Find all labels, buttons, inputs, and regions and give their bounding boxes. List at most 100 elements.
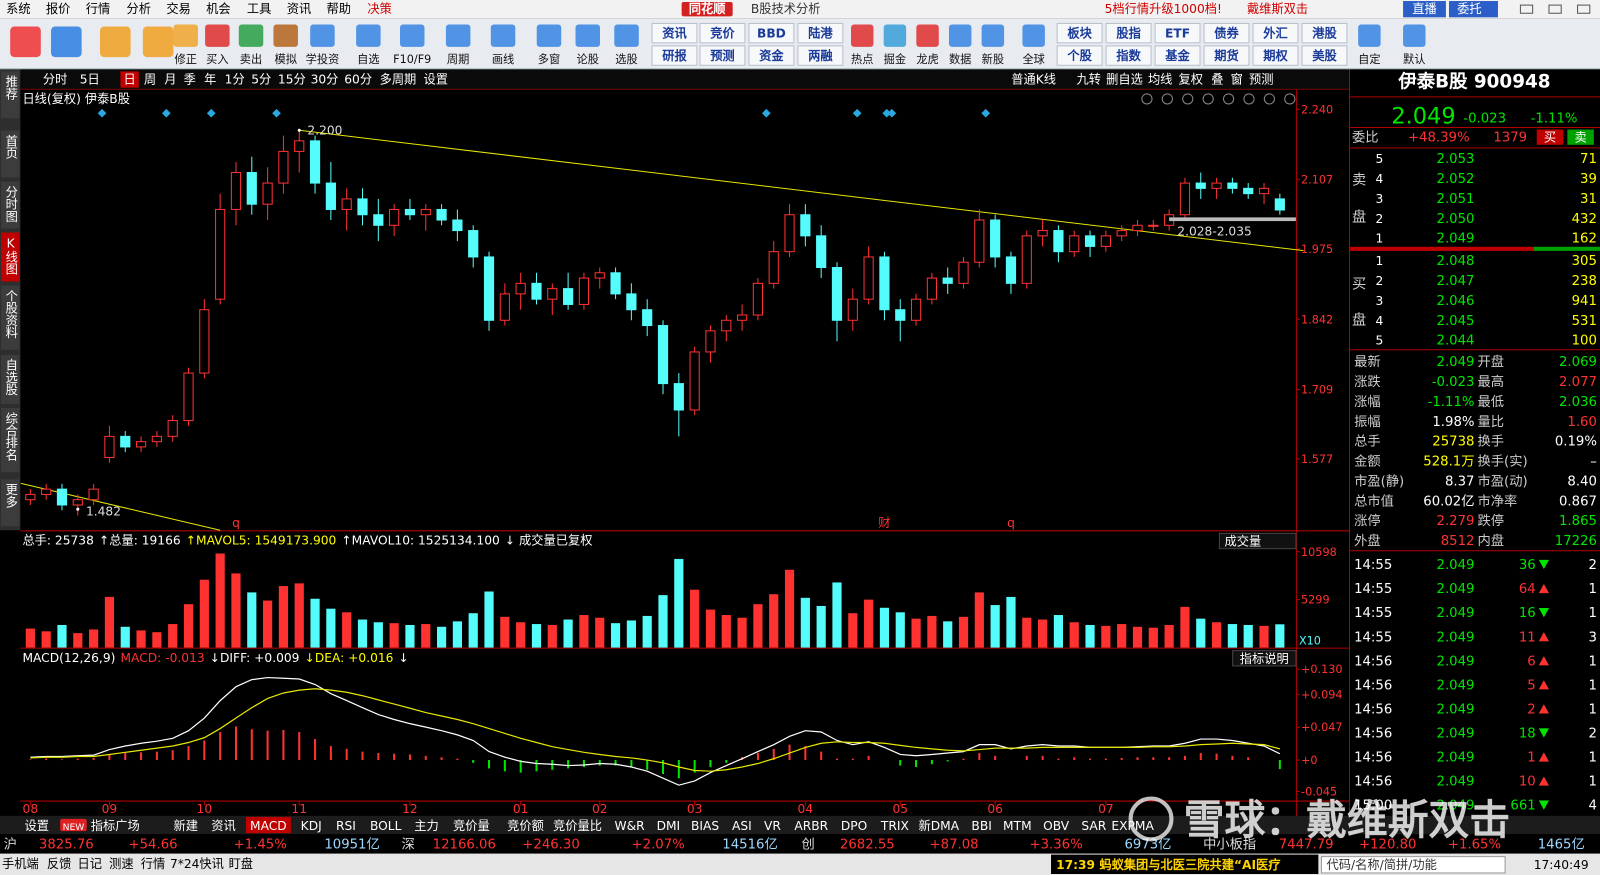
trade-button[interactable] (1448, 1, 1498, 18)
toolbar-button-bg[interactable] (1154, 22, 1201, 44)
indicator-tab[interactable]: MTM (1003, 819, 1032, 833)
toolbar-button[interactable]: 陆港 (808, 26, 833, 41)
toolbar-icon[interactable] (1403, 24, 1426, 47)
toolbar-button-bg[interactable] (1203, 22, 1250, 44)
toolbar-button-bg[interactable] (1105, 45, 1152, 66)
toolbar-button[interactable]: 龙虎 (916, 53, 938, 66)
indicator-tab[interactable]: 竞价量 (453, 819, 490, 833)
toolbar-icon[interactable] (173, 24, 198, 47)
menu-item[interactable]: 系统 (6, 2, 30, 16)
indicator-tab[interactable]: BBI (971, 819, 991, 833)
toolbar-button[interactable]: 数据 (949, 52, 971, 66)
toolbar-icon[interactable] (851, 24, 874, 47)
period-button[interactable]: 日 (123, 73, 135, 87)
toolbar-button-bg[interactable] (1252, 22, 1299, 44)
toolbar-button-bg[interactable] (1154, 45, 1201, 66)
status-item[interactable]: 7*24快讯 (170, 857, 224, 871)
menu-item[interactable]: 交易 (166, 1, 190, 16)
toolbar-icon[interactable] (273, 24, 298, 47)
toolbar-button[interactable]: 股指 (1116, 26, 1140, 41)
indicator-tab[interactable]: 指标广场 (91, 818, 140, 833)
indicator-tab[interactable]: 竞价量比 (553, 819, 602, 833)
period-button[interactable]: 周 (144, 73, 156, 87)
toolbar-icon[interactable] (142, 26, 174, 58)
toolbar-icon[interactable] (10, 26, 41, 58)
toolbar-icon[interactable] (1358, 24, 1381, 47)
indicator-tab[interactable]: 资讯 (211, 819, 235, 833)
toolbar-button[interactable]: 学投资 (306, 52, 340, 66)
toolbar-button-bg[interactable] (748, 45, 795, 66)
toolbar-icon[interactable] (490, 24, 516, 47)
toolbar-button-bg[interactable] (1301, 45, 1348, 66)
indicator-tab[interactable]: DPO (841, 819, 867, 833)
chart-tool-icon[interactable] (1202, 93, 1214, 105)
indicator-tab[interactable]: 设置 (24, 819, 48, 833)
chart-tool[interactable]: 叠 (1211, 73, 1223, 87)
side-tab[interactable] (1, 479, 20, 527)
chart-tool[interactable]: 复权 (1179, 73, 1203, 87)
chart-tool[interactable]: 九转 (1077, 72, 1101, 87)
toolbar-button[interactable]: 基金 (1164, 48, 1190, 63)
side-tab[interactable] (1, 285, 20, 350)
menu-item[interactable]: 工具 (247, 2, 271, 16)
toolbar-button-bg[interactable] (699, 22, 746, 44)
toolbar-button[interactable]: ETF (1165, 27, 1190, 41)
indicator-tab[interactable]: 新DMA (918, 818, 959, 833)
toolbar-icon[interactable] (1022, 24, 1045, 47)
toolbar-icon[interactable] (883, 24, 907, 47)
indicator-tab[interactable]: 竞价额 (507, 819, 544, 833)
toolbar-button[interactable]: 两融 (808, 48, 833, 63)
user-name[interactable]: 戴维斯双击 (1247, 1, 1308, 16)
toolbar-button[interactable]: 修正 (174, 52, 196, 66)
side-tab[interactable] (1, 130, 20, 178)
toolbar-icon[interactable] (614, 24, 639, 47)
chart-tool[interactable]: 窗 (1231, 73, 1243, 87)
toolbar-button[interactable]: 自定 (1358, 52, 1380, 66)
status-item[interactable]: 测速 (109, 857, 133, 871)
chart-tool[interactable]: 删自选 (1106, 73, 1143, 87)
toolbar-icon[interactable] (100, 26, 131, 58)
toolbar-icon[interactable] (575, 24, 600, 47)
indicator-tab[interactable]: SAR (1081, 819, 1106, 833)
menu-item[interactable]: 机会 (206, 2, 230, 16)
toolbar-icon[interactable] (310, 24, 335, 47)
toolbar-icon[interactable] (981, 24, 1005, 47)
toolbar-button-bg[interactable] (651, 45, 698, 66)
toolbar-button-bg[interactable] (1203, 45, 1250, 66)
toolbar-button-bg[interactable] (651, 22, 698, 44)
side-tab[interactable] (1, 354, 20, 404)
window-control[interactable] (1577, 4, 1591, 14)
toolbar-icon[interactable] (238, 24, 264, 47)
period-button[interactable]: 5日 (80, 73, 100, 87)
period-button[interactable]: 1分 (225, 73, 245, 87)
chart-tool[interactable]: 普通K线 (1011, 73, 1056, 87)
status-item[interactable]: 盯盘 (229, 856, 253, 871)
toolbar-button[interactable]: 自选 (357, 53, 379, 66)
period-button[interactable]: 季 (184, 73, 196, 87)
indicator-tab[interactable]: ASI (732, 819, 752, 833)
indicator-tab[interactable]: VR (764, 819, 781, 833)
window-control[interactable] (1548, 4, 1562, 14)
chart-tool-icon[interactable] (1284, 93, 1296, 105)
menu-item[interactable]: 帮助 (327, 2, 351, 16)
indicator-tab[interactable]: 新建 (173, 818, 197, 833)
toolbar-icon[interactable] (536, 24, 562, 47)
toolbar-button[interactable]: 研报 (662, 48, 687, 63)
chart-tool-icon[interactable] (1222, 93, 1235, 105)
toolbar-button[interactable]: 期权 (1263, 48, 1288, 63)
toolbar-button[interactable]: 热点 (851, 53, 873, 66)
indicator-tab[interactable]: TRIX (880, 819, 909, 833)
toolbar-button[interactable]: 论股 (577, 52, 599, 66)
promo-link[interactable]: 5档行情升级1000档! (1105, 2, 1222, 16)
toolbar-icon[interactable] (356, 24, 381, 47)
toolbar-button[interactable]: 默认 (1403, 53, 1425, 66)
toolbar-button[interactable]: 模拟 (274, 52, 296, 66)
toolbar-button[interactable]: 画线 (492, 52, 514, 66)
indicator-help[interactable] (1232, 650, 1297, 667)
chart-tool-icon[interactable] (1182, 93, 1194, 105)
period-button[interactable]: 分时 (43, 73, 67, 87)
toolbar-button[interactable]: 外汇 (1262, 26, 1287, 41)
toolbar-icon[interactable] (445, 24, 471, 47)
indicator-tab[interactable]: BIAS (691, 819, 719, 833)
period-button[interactable]: 30分 (311, 73, 339, 87)
